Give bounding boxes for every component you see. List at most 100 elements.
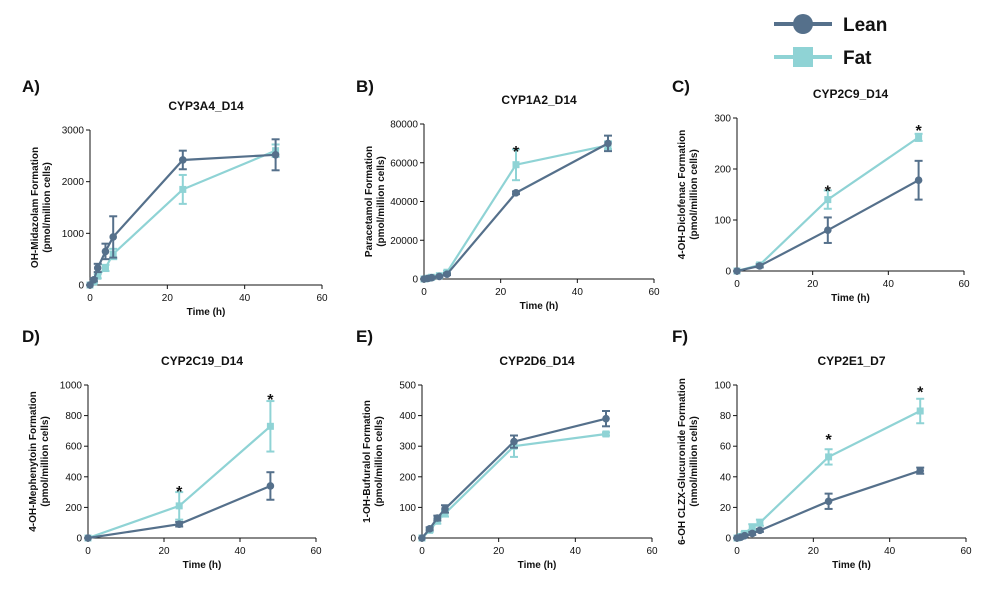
x-tick-label: 20: [808, 546, 820, 557]
legend-marker-lean: [793, 14, 813, 34]
y-tick-label: 400: [399, 411, 416, 422]
panel-letter: B): [356, 77, 374, 96]
y-tick-label: 0: [725, 534, 731, 545]
y-axis-label: 1-OH-Bufuralol Formation(pmol/million ce…: [362, 400, 385, 523]
x-tick-label: 0: [421, 287, 427, 298]
data-point-lean: [914, 176, 923, 185]
y-tick-label: 200: [399, 472, 416, 483]
data-point-lean: [824, 497, 833, 506]
x-tick-label: 60: [960, 546, 972, 557]
data-point-lean: [512, 188, 520, 197]
series-lean: [733, 466, 925, 542]
data-point-lean: [93, 264, 102, 272]
data-point-lean: [824, 226, 832, 234]
x-tick-label: 60: [958, 279, 970, 290]
y-axis-label: 4-OH-Diclofenac Formation(pmol/million c…: [677, 130, 700, 259]
data-point-fat: [512, 161, 520, 169]
significance-star: *: [917, 385, 924, 402]
y-tick-label: 0: [412, 275, 418, 286]
x-tick-label: 20: [158, 546, 170, 557]
data-point-lean: [748, 529, 757, 538]
x-tick-label: 0: [419, 546, 425, 557]
significance-star: *: [825, 183, 832, 200]
data-point-lean: [755, 262, 764, 270]
data-point-lean: [425, 525, 434, 533]
y-axis-label: 4-OH-Mephenytoin Formation(pmol/million …: [28, 391, 51, 532]
x-axis-label: Time (h): [183, 560, 222, 571]
x-axis-label: Time (h): [832, 560, 871, 571]
y-tick-label: 200: [65, 503, 82, 514]
x-tick-label: 0: [734, 279, 740, 290]
data-point-fat: [748, 523, 756, 531]
y-tick-label: 100: [714, 381, 731, 392]
data-point-fat: [916, 407, 924, 415]
y-tick-label: 20000: [390, 236, 418, 247]
y-tick-label: 600: [65, 442, 82, 453]
data-point-lean: [90, 276, 98, 284]
panel-f: F) CYP2E1_D7 0 20 40 60 0 20 40 60 80 100 Time (h) 6-…: [672, 327, 972, 571]
x-tick-label: 20: [162, 293, 174, 304]
series-line-fat: [89, 149, 277, 286]
data-point-lean: [86, 281, 94, 289]
data-point-fat: [824, 196, 832, 204]
data-point-fat: [825, 453, 833, 461]
data-point-lean: [418, 534, 426, 542]
y-axis-label-line: OH-Midazolam Formation: [30, 147, 41, 268]
data-point-fat: [756, 519, 764, 527]
panel-title: CYP2D6_D14: [499, 354, 575, 368]
significance-star: *: [825, 432, 832, 449]
y-tick-label: 1000: [60, 381, 83, 392]
data-point-lean: [916, 466, 924, 475]
data-point-fat: [94, 272, 102, 280]
x-tick-label: 0: [87, 293, 93, 304]
data-point-lean: [733, 267, 741, 275]
data-point-fat: [179, 185, 187, 193]
x-tick-label: 60: [310, 546, 322, 557]
significance-star: *: [513, 144, 520, 161]
legend-item-fat: Fat: [774, 47, 872, 69]
legend-item-lean: Lean: [774, 14, 887, 36]
panel-b: B) CYP1A2_D14 0 20 40 60 0 20000 40000 60000 80000…: [356, 77, 660, 312]
data-point-lean: [266, 482, 275, 490]
data-point-lean: [604, 139, 612, 148]
y-axis-label-line: (nmol/million cells): [689, 416, 700, 507]
y-tick-label: 60000: [390, 158, 418, 169]
data-point-lean: [602, 414, 610, 423]
y-tick-label: 300: [399, 442, 416, 453]
y-tick-label: 500: [399, 381, 416, 392]
y-axis-label-line: (pmol/million cells): [42, 162, 53, 253]
panel-title: CYP3A4_D14: [168, 99, 244, 113]
y-tick-label: 0: [725, 267, 731, 278]
panel-letter: E): [356, 327, 373, 346]
y-tick-label: 400: [65, 472, 82, 483]
panel-letter: C): [672, 77, 690, 96]
data-point-lean: [756, 526, 764, 535]
y-axis-label-line: (pmol/million cells): [40, 416, 51, 507]
x-tick-label: 0: [85, 546, 91, 557]
y-axis-label-line: (pmol/million cells): [689, 149, 700, 240]
x-axis-label: Time (h): [518, 560, 557, 571]
x-axis-label: Time (h): [831, 293, 870, 304]
series-lean: [420, 134, 612, 283]
significance-star: *: [915, 123, 922, 140]
x-tick-label: 40: [570, 546, 582, 557]
y-tick-label: 20: [720, 503, 732, 514]
y-tick-label: 2000: [62, 177, 85, 188]
data-point-lean: [271, 151, 280, 159]
legend: Lean Fat: [774, 14, 887, 69]
y-tick-label: 0: [78, 281, 84, 292]
panel-title: CYP1A2_D14: [501, 93, 577, 107]
y-tick-label: 60: [720, 442, 732, 453]
y-axis-label-line: (pmol/million cells): [374, 416, 385, 507]
data-point-lean: [427, 273, 436, 282]
series-fat: [420, 140, 612, 283]
data-point-lean: [101, 247, 110, 256]
y-tick-label: 300: [714, 114, 731, 125]
series-lean: [733, 159, 923, 275]
y-tick-label: 100: [399, 503, 416, 514]
x-axis-label: Time (h): [187, 307, 226, 318]
significance-star: *: [267, 392, 274, 409]
y-tick-label: 0: [76, 534, 82, 545]
x-tick-label: 60: [316, 293, 328, 304]
